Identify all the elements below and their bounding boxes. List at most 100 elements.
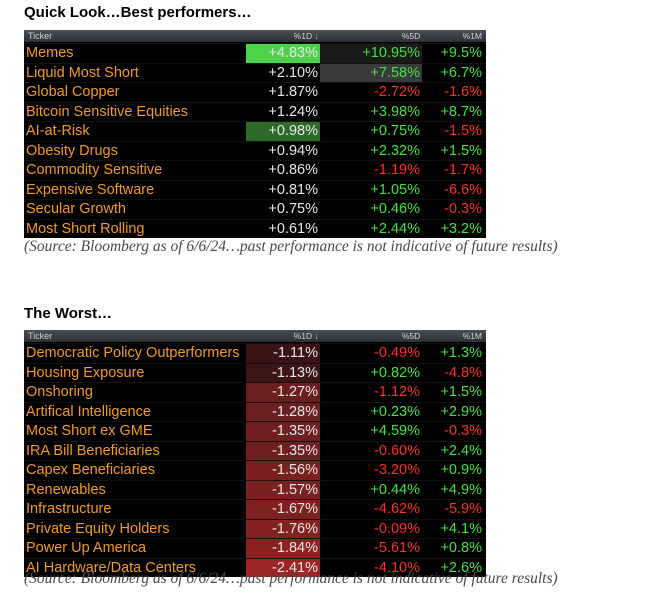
change-5d-cell: +0.46% xyxy=(320,200,422,219)
table-row: Infrastructure -1.67% -4.62% -5.9% xyxy=(24,499,486,519)
change-5d-cell: -0.49% xyxy=(320,344,422,363)
change-5d-cell: -3.20% xyxy=(320,461,422,480)
ticker-cell: Most Short ex GME xyxy=(26,423,153,439)
table-row: Most Short Rolling +0.61% +2.44% +3.2% xyxy=(24,218,486,238)
change-5d-cell: -4.10% xyxy=(320,558,422,577)
change-1m-cell: -5.9% xyxy=(444,501,482,517)
change-5d-cell: -5.61% xyxy=(320,539,422,558)
best-source-note: (Source: Bloomberg as of 6/6/24…past per… xyxy=(24,238,558,255)
column-header[interactable]: Ticker xyxy=(28,331,53,341)
change-1d-cell: +0.61% xyxy=(246,219,320,238)
change-5d-cell: +3.98% xyxy=(320,102,422,121)
change-5d-cell: -1.19% xyxy=(320,161,422,180)
table-row: Secular Growth +0.75% +0.46% -0.3% xyxy=(24,199,486,219)
column-header[interactable]: %5D xyxy=(401,31,421,41)
ticker-cell: Onshoring xyxy=(26,384,93,400)
change-1m-cell: +0.9% xyxy=(440,462,482,478)
ticker-cell: Secular Growth xyxy=(26,201,126,217)
change-5d-cell: +0.75% xyxy=(320,122,422,141)
worst-performers-title: The Worst… xyxy=(24,305,113,322)
ticker-cell: Memes xyxy=(26,45,74,61)
change-5d-cell: -2.72% xyxy=(320,83,422,102)
column-header[interactable]: %1D ↓ xyxy=(293,31,319,41)
change-1m-cell: -6.6% xyxy=(444,181,482,198)
change-1m-cell: +1.5% xyxy=(440,142,482,159)
table-row: Global Copper +1.87% -2.72% -1.6% xyxy=(24,82,486,102)
column-header[interactable]: %1D ↓ xyxy=(293,331,319,341)
column-header[interactable]: %1M xyxy=(462,31,483,41)
change-1d-cell: +0.86% xyxy=(246,161,320,180)
change-1d-cell: +1.87% xyxy=(246,83,320,102)
column-header[interactable]: Ticker xyxy=(28,31,53,41)
best-performers-title: Quick Look…Best performers… xyxy=(24,4,252,21)
change-5d-cell: +2.44% xyxy=(320,219,422,238)
change-5d-cell: -0.09% xyxy=(320,519,422,538)
ticker-cell: Housing Exposure xyxy=(26,364,145,381)
change-1m-cell: +2.4% xyxy=(440,442,482,459)
change-5d-cell: +4.59% xyxy=(320,422,422,441)
change-1d-cell: -1.13% xyxy=(246,363,320,382)
change-1m-cell: +1.5% xyxy=(440,384,482,400)
change-1m-cell: +4.1% xyxy=(440,520,482,537)
table-row: Renewables -1.57% +0.44% +4.9% xyxy=(24,479,486,499)
worst-performers-table: Ticker %1D ↓ %5D %1M Democratic Policy Outpe… xyxy=(24,330,486,577)
column-header[interactable]: %5D xyxy=(401,331,421,341)
change-5d-cell: +0.44% xyxy=(320,480,422,499)
change-1m-cell: -0.3% xyxy=(444,201,482,217)
table-row: AI-at-Risk +0.98% +0.75% -1.5% xyxy=(24,121,486,141)
change-5d-cell: +7.58% xyxy=(320,63,422,82)
table-row: Obesity Drugs +0.94% +2.32% +1.5% xyxy=(24,140,486,160)
ticker-cell: AI-at-Risk xyxy=(26,123,90,139)
change-1d-cell: -1.84% xyxy=(246,539,320,558)
worst-source-note: (Source: Bloomberg as of 6/6/24…past per… xyxy=(24,570,558,587)
change-5d-cell: +2.32% xyxy=(320,141,422,160)
change-5d-cell: -0.60% xyxy=(320,441,422,460)
ticker-cell: Most Short Rolling xyxy=(26,220,145,237)
table-row: AI Hardware/Data Centers -2.41% -4.10% +2.6… xyxy=(24,557,486,577)
table-row: Capex Beneficiaries -1.56% -3.20% +0.9% xyxy=(24,460,486,480)
ticker-cell: Renewables xyxy=(26,481,106,498)
table-row: Bitcoin Sensitive Equities +1.24% +3.98% +8… xyxy=(24,101,486,121)
change-1d-cell: +4.83% xyxy=(246,44,320,63)
ticker-cell: Democratic Policy Outperformers xyxy=(26,345,240,361)
change-1m-cell: +3.2% xyxy=(440,220,482,237)
ticker-cell: Obesity Drugs xyxy=(26,142,118,159)
table-header: Ticker %1D ↓ %5D %1M xyxy=(24,30,486,43)
change-1d-cell: -1.35% xyxy=(246,422,320,441)
change-1m-cell: +6.7% xyxy=(440,64,482,81)
change-1d-cell: +0.98% xyxy=(246,122,320,141)
table-row: Private Equity Holders -1.76% -0.09% +4.1% xyxy=(24,518,486,538)
column-header[interactable]: %1M xyxy=(462,331,483,341)
change-1d-cell: +2.10% xyxy=(246,63,320,82)
table-row: Memes +4.83% +10.95% +9.5% xyxy=(24,43,486,63)
change-1d-cell: -1.27% xyxy=(246,383,320,402)
table-row: Commodity Sensitive +0.86% -1.19% -1.7% xyxy=(24,160,486,180)
ticker-cell: Infrastructure xyxy=(26,501,112,517)
table-row: Liquid Most Short +2.10% +7.58% +6.7% xyxy=(24,62,486,82)
change-5d-cell: +0.23% xyxy=(320,402,422,421)
change-5d-cell: +10.95% xyxy=(320,44,422,63)
table-row: Artifical Intelligence -1.28% +0.23% +2.9% xyxy=(24,401,486,421)
change-1m-cell: -0.3% xyxy=(444,423,482,439)
change-1d-cell: +0.94% xyxy=(246,141,320,160)
change-1m-cell: -1.6% xyxy=(444,84,482,100)
change-1m-cell: +1.3% xyxy=(440,345,482,361)
change-1m-cell: +4.9% xyxy=(440,481,482,498)
change-1m-cell: +0.8% xyxy=(440,540,482,556)
change-1d-cell: -1.57% xyxy=(246,480,320,499)
change-5d-cell: -4.62% xyxy=(320,500,422,519)
ticker-cell: Expensive Software xyxy=(26,181,155,198)
table-row: Onshoring -1.27% -1.12% +1.5% xyxy=(24,382,486,402)
ticker-cell: IRA Bill Beneficiaries xyxy=(26,442,160,459)
change-1d-cell: -1.35% xyxy=(246,441,320,460)
change-5d-cell: -1.12% xyxy=(320,383,422,402)
ticker-cell: Artifical Intelligence xyxy=(26,403,151,420)
change-1d-cell: +0.81% xyxy=(246,180,320,199)
ticker-cell: Liquid Most Short xyxy=(26,64,139,81)
change-1m-cell: +9.5% xyxy=(440,45,482,61)
change-1d-cell: +0.75% xyxy=(246,200,320,219)
change-1d-cell: -1.28% xyxy=(246,402,320,421)
table-row: Housing Exposure -1.13% +0.82% -4.8% xyxy=(24,362,486,382)
ticker-cell: AI Hardware/Data Centers xyxy=(26,559,197,576)
table-row: Democratic Policy Outperformers -1.11% -0.… xyxy=(24,343,486,363)
